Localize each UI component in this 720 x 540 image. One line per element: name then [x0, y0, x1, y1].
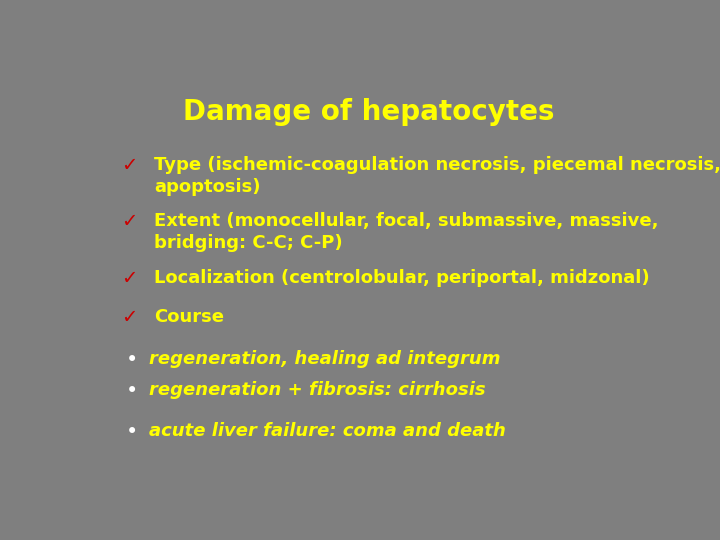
Text: •: •	[126, 381, 138, 401]
Text: ✓: ✓	[121, 268, 137, 287]
Text: apoptosis): apoptosis)	[154, 178, 261, 196]
Text: regeneration + fibrosis: cirrhosis: regeneration + fibrosis: cirrhosis	[148, 381, 485, 399]
Text: bridging: C-C; C-P): bridging: C-C; C-P)	[154, 234, 343, 252]
Text: Damage of hepatocytes: Damage of hepatocytes	[184, 98, 554, 126]
Text: ✓: ✓	[121, 308, 137, 327]
Text: acute liver failure: coma and death: acute liver failure: coma and death	[148, 422, 505, 441]
Text: •: •	[126, 422, 138, 442]
Text: Course: Course	[154, 308, 224, 326]
Text: regeneration, healing ad integrum: regeneration, healing ad integrum	[148, 349, 500, 368]
Text: •: •	[126, 349, 138, 369]
Text: Localization (centrolobular, periportal, midzonal): Localization (centrolobular, periportal,…	[154, 268, 649, 287]
Text: ✓: ✓	[121, 156, 137, 176]
Text: Type (ischemic-coagulation necrosis, piecemal necrosis,: Type (ischemic-coagulation necrosis, pie…	[154, 156, 720, 174]
Text: Extent (monocellular, focal, submassive, massive,: Extent (monocellular, focal, submassive,…	[154, 212, 659, 231]
Text: ✓: ✓	[121, 212, 137, 232]
